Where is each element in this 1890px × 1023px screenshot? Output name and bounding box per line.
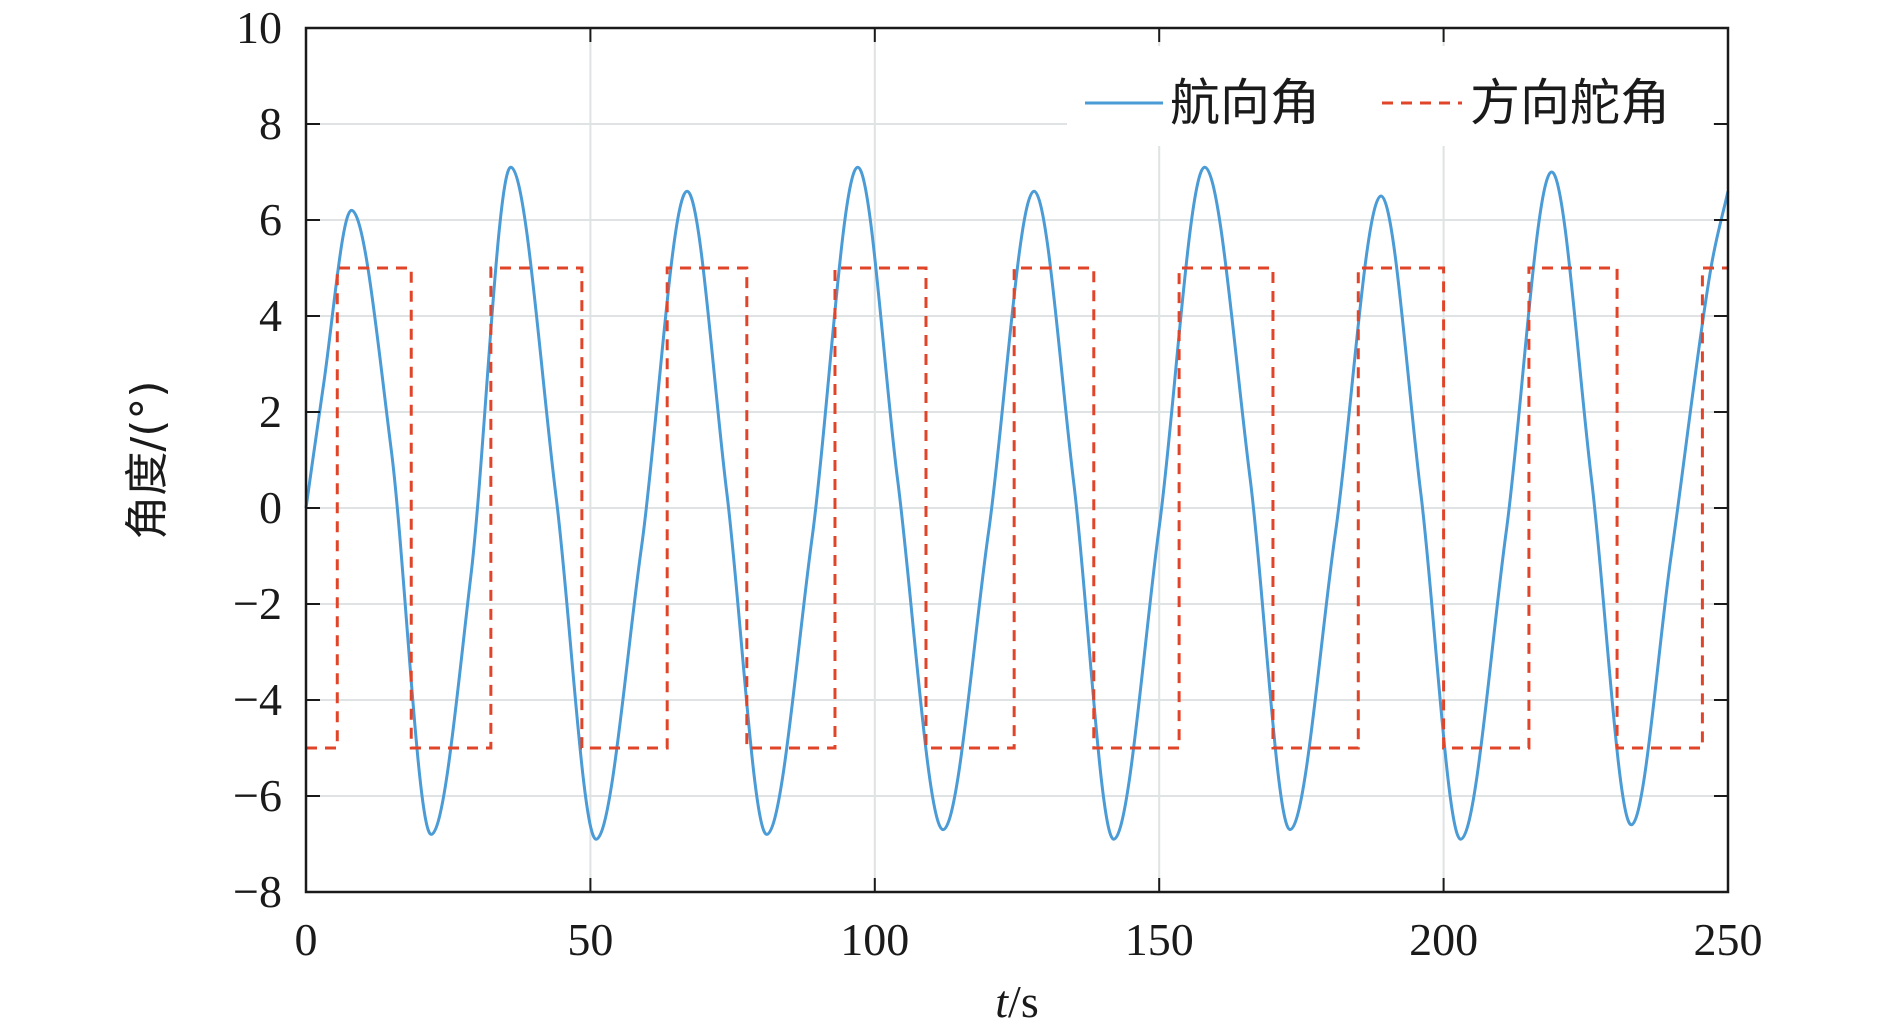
plot-frame	[304, 26, 1730, 894]
y-tick-label: 10	[236, 2, 282, 53]
legend-label-rudder: 方向舵角	[1470, 74, 1670, 132]
y-tick-label: −8	[233, 866, 282, 917]
x-tick-label: 0	[295, 914, 318, 965]
x-tick-label: 250	[1694, 914, 1763, 965]
y-tick-labels: 10 8 6 4 2 0 −2 −4 −6 −8	[233, 2, 282, 917]
legend-label-heading: 航向角	[1170, 74, 1320, 132]
y-tick-label: 2	[259, 386, 282, 437]
y-tick-label: 0	[259, 482, 282, 533]
series-rudder-angle	[306, 266, 1728, 750]
y-tick-label: 8	[259, 98, 282, 149]
legend: 航向角 方向舵角	[1067, 46, 1713, 146]
y-tick-label: 4	[259, 290, 282, 341]
y-tick-label: 6	[259, 194, 282, 245]
x-axis-variable: t	[995, 976, 1009, 1023]
x-tick-label: 150	[1125, 914, 1194, 965]
series-heading-angle	[304, 165, 1730, 841]
y-tick-label: −6	[233, 770, 282, 821]
axis-ticks	[305, 27, 1729, 893]
x-tick-label: 50	[567, 914, 613, 965]
x-tick-label: 200	[1409, 914, 1478, 965]
x-tick-labels: 0 50 100 150 200 250	[295, 914, 1763, 965]
legend-box	[1067, 46, 1713, 146]
y-tick-label: −2	[233, 578, 282, 629]
y-axis-title: 角度/(°)	[122, 380, 173, 539]
y-tick-label: −4	[233, 674, 282, 725]
x-axis-title: t/s	[995, 976, 1038, 1023]
series-layer	[304, 165, 1730, 841]
x-axis-unit: /s	[1008, 976, 1039, 1023]
x-tick-label: 100	[840, 914, 909, 965]
